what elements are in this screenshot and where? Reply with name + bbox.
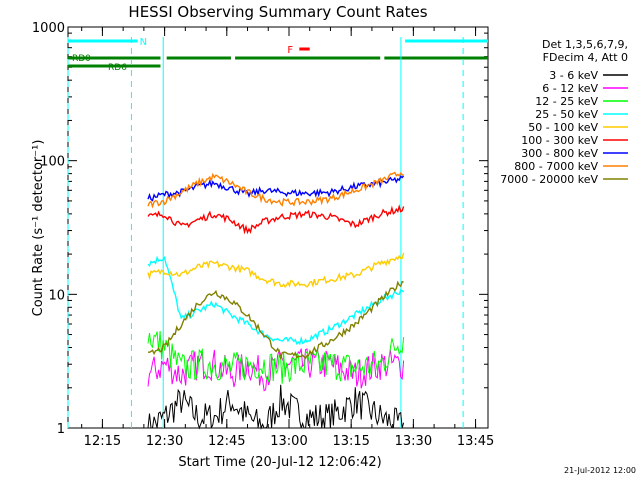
- timestamp-label: 21-Jul-2012 12:00: [564, 466, 636, 475]
- legend-header: Det 1,3,5,6,7,9,: [542, 38, 628, 51]
- legend-label: 300 - 800 keV: [521, 147, 598, 160]
- legend-label: 12 - 25 keV: [535, 95, 598, 108]
- x-axis-label: Start Time (20-Jul-12 12:06:42): [178, 455, 381, 470]
- legend-label: 7000 - 20000 keV: [500, 173, 598, 186]
- series-line: [147, 252, 405, 288]
- legend-label: 50 - 100 keV: [528, 121, 598, 134]
- series-line: [147, 255, 405, 346]
- legend-label: 25 - 50 keV: [535, 108, 598, 121]
- x-tick-label: 12:30: [146, 434, 183, 449]
- flag-f-label: F: [287, 45, 293, 56]
- series-line: [147, 280, 404, 361]
- x-tick-label: 13:30: [395, 434, 432, 449]
- legend-label: 3 - 6 keV: [549, 69, 598, 82]
- x-tick-label: 12:45: [208, 434, 245, 449]
- flag-rd6-label: RD6: [108, 63, 127, 73]
- series-line: [147, 384, 405, 430]
- x-tick-label: 12:15: [84, 434, 121, 449]
- x-tick-label: 13:00: [270, 434, 307, 449]
- legend-label: 100 - 300 keV: [521, 134, 598, 147]
- y-tick-label: 100: [40, 155, 65, 170]
- x-tick-label: 13:15: [332, 434, 369, 449]
- series-line: [147, 171, 404, 209]
- legend-label: 6 - 12 keV: [542, 82, 598, 95]
- y-axis-label: Count Rate (s⁻¹ detector⁻¹): [31, 140, 46, 317]
- y-tick-label: 1: [57, 422, 65, 437]
- series-line: [147, 330, 405, 384]
- y-tick-label: 10: [48, 288, 65, 303]
- legend-header: FDecim 4, Att 0: [543, 51, 628, 64]
- chart-title: HESSI Observing Summary Count Rates: [128, 3, 427, 21]
- y-tick-label: 1000: [32, 21, 65, 36]
- flag-rd0-label: RD0: [72, 54, 91, 64]
- series-line: [147, 204, 405, 235]
- flag-n-label: N: [140, 37, 147, 48]
- x-tick-label: 13:45: [457, 434, 494, 449]
- legend-label: 800 - 7000 keV: [514, 160, 598, 173]
